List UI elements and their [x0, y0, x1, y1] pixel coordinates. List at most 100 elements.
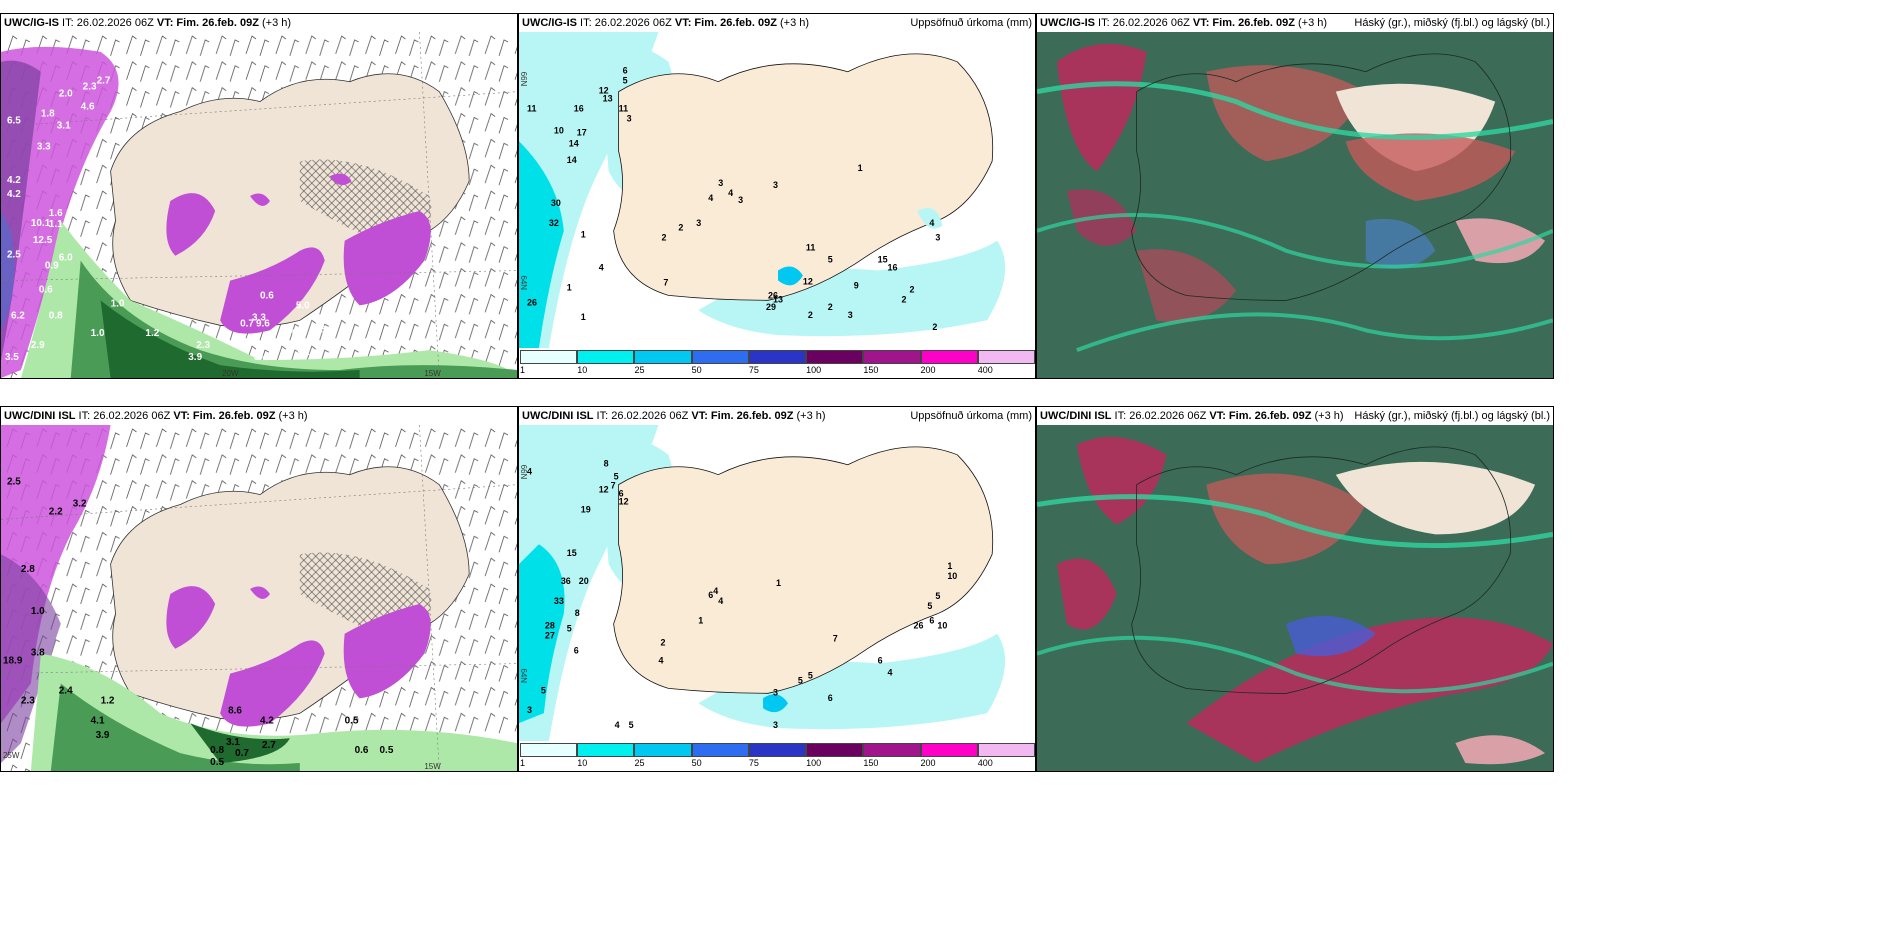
value-label: 13	[773, 294, 783, 304]
value-label: 5.0	[296, 300, 310, 311]
value-label: 3.9	[188, 352, 202, 363]
colorbar-label: 200	[920, 758, 936, 768]
value-label: 1.0	[31, 606, 45, 617]
value-label: 1	[858, 163, 863, 173]
value-label: 4	[615, 720, 620, 730]
colorbar-swatch	[920, 350, 978, 364]
value-label: 8.6	[228, 705, 242, 716]
value-label: 1	[776, 578, 781, 588]
value-label: 12	[599, 86, 609, 96]
panel-title: UWC/DINI ISL IT: 26.02.2026 06Z VT: Fim.…	[519, 407, 1035, 425]
value-label: 3	[773, 180, 778, 190]
panel-dini-accum-precip: UWC/DINI ISL IT: 26.02.2026 06Z VT: Fim.…	[518, 406, 1036, 772]
value-label: 10	[937, 621, 947, 631]
value-label: 2	[678, 223, 683, 233]
value-label: 2.5	[7, 477, 21, 488]
lat-label-66n: 66N	[519, 72, 528, 87]
value-label: 1	[698, 616, 703, 626]
panel-ig-accum-precip: UWC/IG-IS IT: 26.02.2026 06Z VT: Fim. 26…	[518, 13, 1036, 379]
colorbar-label: 25	[634, 365, 645, 375]
panel-field-label: Háský (gr.), miðský (fj.bl.) og lágský (…	[1354, 14, 1550, 32]
value-label: 3.5	[5, 352, 19, 363]
value-label: 1.2	[145, 328, 159, 339]
panel-field-label: Uppsöfnuð úrkoma (mm)	[910, 14, 1032, 32]
lon-label-25w: 25W	[3, 751, 20, 760]
value-label: 33	[554, 596, 564, 606]
value-label: 6.2	[11, 310, 25, 321]
value-label: 1.8	[41, 109, 55, 120]
value-label: 4	[708, 193, 713, 203]
value-label: 1	[581, 312, 586, 322]
accum-precip-map: 66N 64N 11 10 16 14 14 17 11 13 12 6 5 3 30 32 26 1 4 1 1 7…	[519, 32, 1035, 348]
value-label: 10	[947, 571, 957, 581]
value-label: 28	[545, 621, 555, 631]
value-label: 5	[808, 670, 813, 680]
value-label: 5	[629, 720, 634, 730]
value-label: 0.7	[292, 328, 306, 339]
value-label: 14	[569, 138, 579, 148]
colorbar-label: 150	[863, 365, 879, 375]
colorbar-label: 10	[577, 365, 588, 375]
value-label: 3.9	[96, 730, 110, 741]
value-label: 0.5	[210, 757, 224, 768]
colorbar-swatch	[691, 743, 749, 757]
colorbar-label: 1	[520, 758, 526, 768]
value-label: 2.9	[31, 340, 45, 351]
value-label: 29	[766, 302, 776, 312]
value-label: 4	[658, 656, 663, 666]
value-label: 7	[663, 277, 668, 287]
value-label: 12	[803, 276, 813, 286]
colorbar-label: 10	[577, 758, 588, 768]
value-label: 32	[549, 218, 559, 228]
value-label: 3.3	[252, 312, 266, 323]
colorbar-swatch	[863, 350, 921, 364]
value-label: 0.5	[380, 745, 394, 756]
value-label: 4	[728, 188, 733, 198]
value-label: 2	[909, 284, 914, 294]
value-label: 26	[527, 297, 537, 307]
colorbar-swatch	[977, 743, 1035, 757]
value-label: 0.8	[210, 745, 224, 756]
precip-colorbar: 1 10 25 50 75 100 150 200 400	[519, 348, 1035, 378]
value-label: 1.0	[111, 298, 125, 309]
panel-dini-cloud-cover: UWC/DINI ISL IT: 26.02.2026 06Z VT: Fim.…	[1036, 406, 1554, 772]
lat-label-64n: 64N	[519, 668, 528, 683]
value-label: 2.5	[7, 250, 21, 261]
value-label: 2.3	[196, 340, 210, 351]
value-label: 4.6	[81, 102, 95, 113]
value-label: 4.1	[91, 715, 105, 726]
value-label: 3	[627, 113, 632, 123]
value-label: 3.1	[226, 737, 240, 748]
colorbar-swatch	[806, 743, 864, 757]
value-label: 1.2	[101, 695, 115, 706]
value-label: 7	[833, 634, 838, 644]
colorbar-label: 25	[634, 758, 645, 768]
value-label: 3	[773, 720, 778, 730]
value-label: 2	[828, 302, 833, 312]
value-label: 5	[935, 591, 940, 601]
colorbar-swatch	[863, 743, 921, 757]
value-label: 4	[718, 596, 723, 606]
panel-ig-wind-precip: UWC/IG-IS IT: 26.02.2026 06Z VT: Fim. 26…	[0, 13, 518, 379]
value-label: 4	[527, 467, 532, 477]
value-label: 26	[768, 290, 778, 300]
value-label: 16	[574, 104, 584, 114]
value-label: 10	[554, 125, 564, 135]
value-label: 2	[660, 638, 665, 648]
value-label: 0.9	[45, 261, 59, 272]
value-label: 3.2	[73, 499, 87, 510]
value-label: 1.1	[49, 219, 63, 230]
value-label: 5	[828, 255, 833, 265]
value-label: 5	[614, 472, 619, 482]
wind-precip-map: 20W 15W 2.0 2.3 2.7 1.8 4.6 3.1 6.5 3.3 4.2 4.2 1.…	[1, 32, 517, 378]
colorbar-swatch	[577, 743, 635, 757]
value-label: 6	[828, 693, 833, 703]
value-label: 9	[854, 280, 859, 290]
colorbar-swatch	[748, 743, 807, 757]
value-label: 3.3	[37, 141, 51, 152]
colorbar-swatch	[806, 350, 864, 364]
colorbar-swatch	[977, 350, 1035, 364]
value-label: 11	[527, 104, 536, 114]
value-label: 6	[623, 66, 628, 76]
